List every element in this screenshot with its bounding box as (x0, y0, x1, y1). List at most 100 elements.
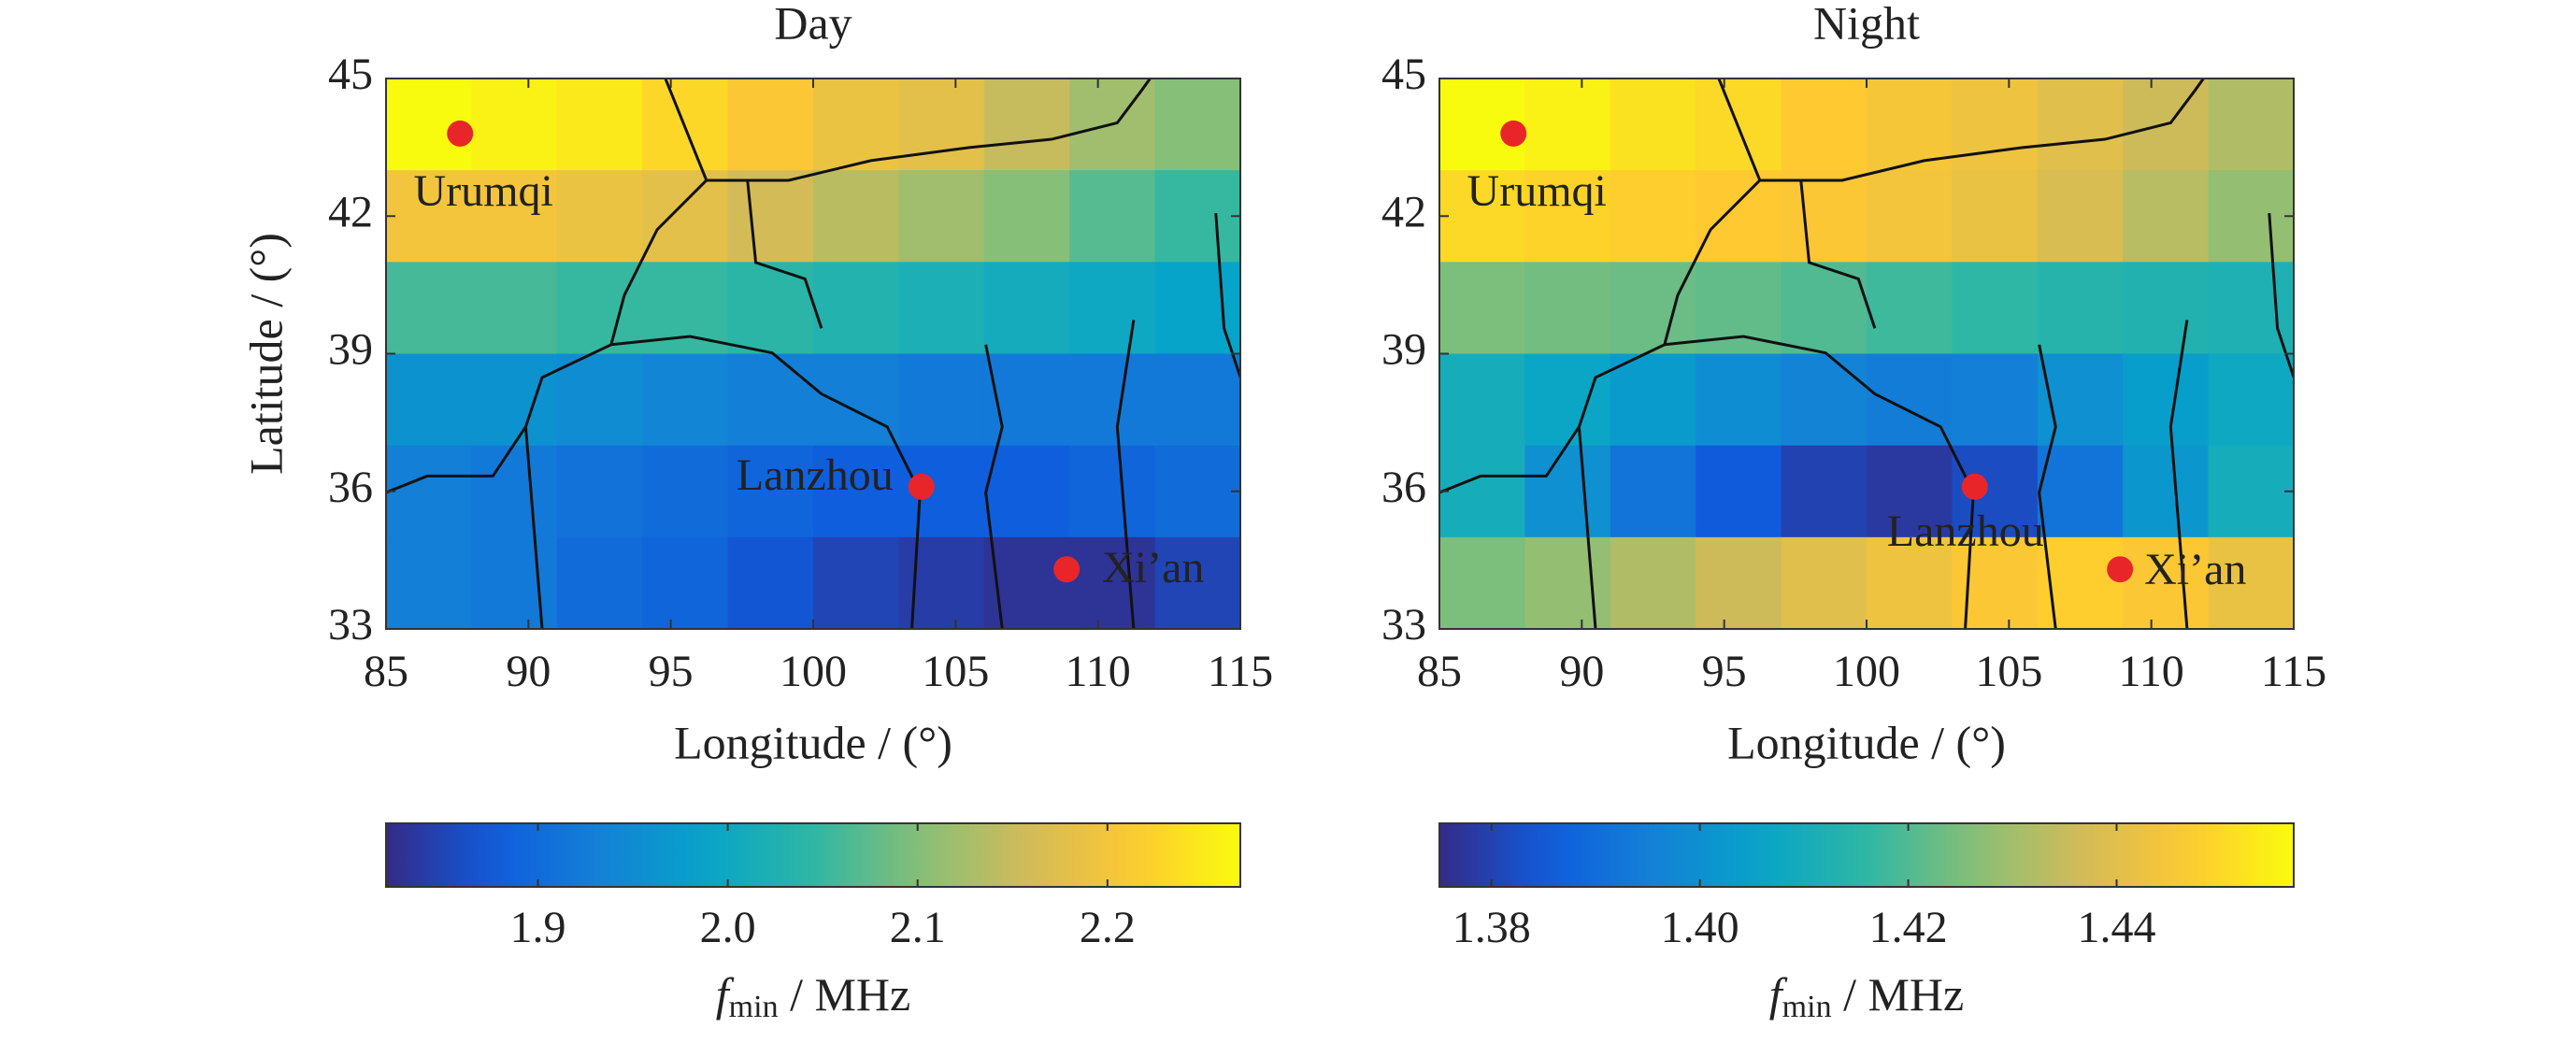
heatmap-cell (813, 353, 899, 447)
x-tick-label: 100 (780, 647, 847, 696)
heatmap-cell (471, 445, 558, 538)
heatmap-cell (1524, 536, 1611, 629)
y-tick-label: 42 (1381, 187, 1426, 236)
heatmap-cell (471, 79, 558, 171)
colorbar-tick-label: 1.38 (1453, 903, 1531, 952)
heatmap (386, 79, 1240, 629)
colorbar-tick-label: 2.2 (1080, 903, 1136, 952)
heatmap-cell (813, 536, 899, 629)
heatmap-cell (1696, 353, 1782, 447)
x-tick-label: 90 (1559, 647, 1604, 696)
heatmap-cell (983, 445, 1070, 538)
heatmap-cell (2037, 79, 2124, 171)
heatmap-cell (642, 536, 729, 629)
heatmap-cell (898, 353, 985, 447)
heatmap-cell (2037, 536, 2124, 629)
heatmap-cell (386, 353, 472, 447)
heatmap-cell (983, 353, 1070, 447)
heatmap-cell (556, 445, 643, 538)
heatmap-cell (1154, 353, 1240, 447)
colorbar-label-unit: / MHz (1832, 968, 1965, 1021)
x-tick-label: 110 (2119, 647, 2184, 696)
heatmap-cell (1781, 445, 1868, 538)
panel-title: Night (1813, 0, 1920, 49)
city-marker (1500, 120, 1527, 147)
heatmap-cell (2208, 262, 2294, 354)
heatmap-cell (556, 262, 643, 354)
heatmap-cell (2123, 170, 2210, 263)
colorbar-label: fmin / MHz (1769, 968, 1964, 1023)
heatmap-cell (1952, 353, 2039, 447)
city-marker (1961, 473, 1988, 500)
heatmap-cell (1439, 262, 1525, 354)
heatmap (1439, 79, 2294, 629)
heatmap-cell (1524, 79, 1611, 171)
heatmap-cell (386, 445, 472, 538)
heatmap-cell (1069, 536, 1156, 629)
x-tick-label: 105 (922, 647, 989, 696)
heatmap-cell (471, 262, 558, 354)
colorbar-tick-label: 1.44 (2078, 903, 2156, 952)
heatmap-cell (1952, 170, 2039, 263)
heatmap-cell (1524, 262, 1611, 354)
x-tick-label: 85 (364, 647, 408, 696)
heatmap-cell (983, 262, 1070, 354)
city-label: Urumqi (414, 166, 553, 216)
heatmap-cell (386, 170, 472, 263)
heatmap-cell (386, 262, 472, 354)
heatmap-cell (1781, 353, 1868, 447)
heatmap-cell (642, 353, 729, 447)
city-label: Urumqi (1467, 166, 1607, 216)
heatmap-cell (1867, 353, 1953, 447)
heatmap-cell (1867, 79, 1953, 171)
heatmap-cell (1524, 353, 1611, 447)
heatmap-cell (1952, 79, 2039, 171)
heatmap-cell (1069, 445, 1156, 538)
heatmap-cell (727, 353, 814, 447)
heatmap-cell (1069, 170, 1156, 263)
x-tick-label: 115 (1208, 647, 1273, 696)
heatmap-cell (1781, 170, 1868, 263)
heatmap-cell (2123, 445, 2210, 538)
heatmap-cell (2037, 445, 2124, 538)
heatmap-cell (556, 79, 643, 171)
heatmap-cell (1696, 536, 1782, 629)
y-tick-label: 45 (1381, 50, 1426, 99)
heatmap-cell (813, 170, 899, 263)
heatmap-cell (1696, 170, 1782, 263)
x-axis-label: Longitude / (°) (674, 716, 952, 768)
y-tick-label: 33 (1381, 600, 1426, 649)
colorbar-label-unit: / MHz (779, 968, 911, 1021)
x-tick-label: 100 (1833, 647, 1900, 696)
colorbar (1438, 822, 2295, 888)
heatmap-cell (1696, 445, 1782, 538)
panel-title: Day (774, 0, 852, 49)
y-axis-label: Latitude / (°) (239, 233, 292, 475)
colorbar-tick-label: 2.0 (700, 903, 756, 952)
heatmap-cell (1524, 170, 1611, 263)
city-label: Lanzhou (737, 450, 894, 500)
heatmap-cell (642, 170, 729, 263)
y-tick-label: 36 (1381, 463, 1426, 512)
heatmap-cell (556, 353, 643, 447)
heatmap-cell (1439, 353, 1525, 447)
heatmap-cell (1154, 79, 1240, 171)
heatmap-cell (727, 79, 814, 171)
heatmap-cell (1154, 445, 1240, 538)
y-tick-label: 33 (328, 600, 373, 649)
heatmap-cell (1781, 262, 1868, 354)
heatmap-cell (983, 79, 1070, 171)
x-tick-label: 105 (1975, 647, 2042, 696)
heatmap-cell (2037, 262, 2124, 354)
colorbar-label: fmin / MHz (716, 968, 910, 1023)
x-tick-label: 95 (649, 647, 694, 696)
heatmap-cell (1069, 262, 1156, 354)
city-label: Xi’an (1102, 543, 1204, 592)
heatmap-cell (1154, 262, 1240, 354)
heatmap-cell (1610, 353, 1696, 447)
heatmap-cell (471, 170, 558, 263)
heatmap-cell (2123, 262, 2210, 354)
colorbar-tick-label: 2.1 (890, 903, 946, 952)
colorbar-tick-label: 1.40 (1661, 903, 1739, 952)
